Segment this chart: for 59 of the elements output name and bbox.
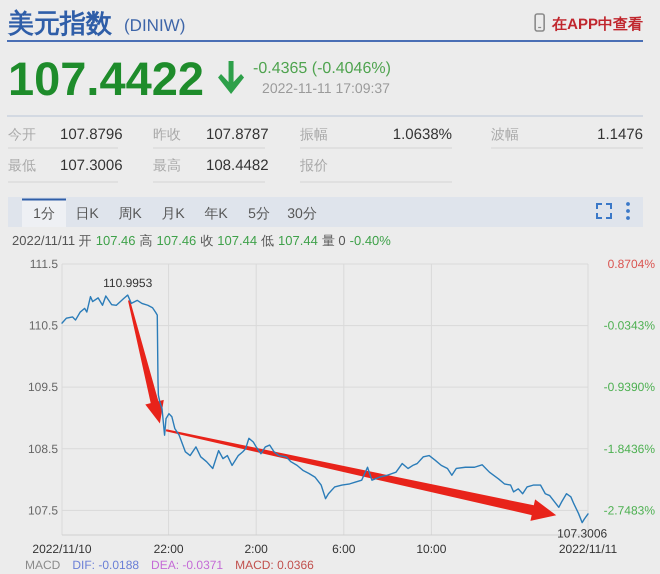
- y2-tick-label: -0.0343%: [604, 318, 656, 333]
- text: 107.8796: [60, 126, 123, 143]
- text: 最高: [153, 157, 181, 173]
- text: 日K: [75, 205, 100, 221]
- x-tick-label: 10:00: [416, 542, 447, 556]
- text: 美元指数: [7, 8, 113, 38]
- x-tick-label: 6:00: [332, 542, 356, 556]
- y-tick-label: 108.5: [28, 442, 58, 456]
- text: 107.8787: [206, 126, 269, 143]
- text: 108.4482: [206, 157, 269, 174]
- text: DIF: -0.0188: [72, 558, 140, 572]
- text: 30分: [287, 205, 317, 221]
- text: 波幅: [491, 126, 519, 142]
- y2-tick-label: 0.8704%: [608, 257, 656, 271]
- text: 最低: [8, 157, 36, 173]
- text: 收: [200, 233, 214, 248]
- text: 5分: [248, 205, 270, 221]
- text: 报价: [299, 157, 328, 173]
- text: 高: [140, 233, 153, 248]
- text: MACD: [25, 558, 61, 572]
- text: 周K: [118, 205, 142, 221]
- text: 月K: [161, 205, 186, 221]
- x-tick-label: 22:00: [154, 542, 184, 556]
- text: 107.44: [278, 233, 318, 248]
- text: MACD: 0.0366: [235, 558, 314, 572]
- x-tick-label: 2:00: [244, 542, 268, 556]
- text: DEA: -0.0371: [151, 558, 224, 572]
- y2-tick-label: -2.7483%: [604, 503, 656, 518]
- text: 振幅: [300, 126, 328, 142]
- y-tick-label: 107.5: [28, 503, 58, 518]
- text: 今开: [8, 126, 36, 142]
- text: 107.46: [156, 233, 196, 248]
- y-tick-label: 111.5: [30, 257, 58, 271]
- text: 昨收: [153, 126, 181, 142]
- text: 107.4422: [8, 52, 204, 105]
- y-tick-label: 109.5: [28, 380, 58, 394]
- y-tick-label: 110.5: [28, 318, 58, 333]
- text: 1.1476: [597, 126, 643, 143]
- text: 2022/11/11 开: [12, 233, 92, 248]
- text: -0.40%: [350, 233, 392, 248]
- text: 1.0638%: [392, 126, 452, 143]
- text: 2022-11-11 17:09:37: [262, 80, 390, 96]
- text: (DINIW): [124, 16, 186, 35]
- y2-tick-label: -0.9390%: [604, 380, 656, 394]
- text: 在APP中查看: [551, 16, 643, 33]
- annotation: 110.9953: [103, 276, 153, 290]
- text: 1分: [33, 205, 55, 221]
- text: 107.44: [217, 233, 258, 248]
- x-tick-label: 2022/11/11: [558, 542, 618, 556]
- text: 年K: [204, 205, 228, 221]
- line-series: [61, 294, 589, 524]
- text: -0.4365 (-0.4046%): [253, 60, 391, 77]
- y2-tick-label: -1.8436%: [604, 442, 656, 456]
- x-tick-label: 2022/11/10: [32, 542, 92, 556]
- text: 低: [261, 233, 274, 248]
- text: 107.46: [96, 233, 136, 248]
- annotation: 107.3006: [557, 526, 608, 541]
- text: 量 0: [322, 233, 346, 248]
- text: 107.3006: [60, 157, 123, 174]
